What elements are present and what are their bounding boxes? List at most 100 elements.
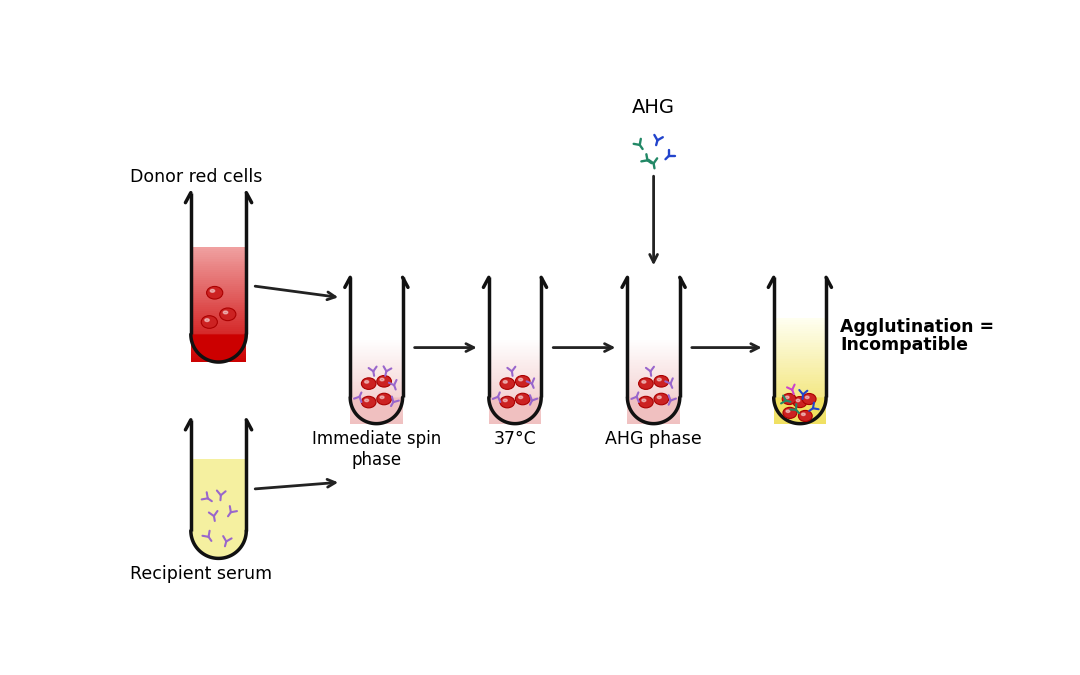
Ellipse shape — [796, 399, 800, 402]
Polygon shape — [191, 307, 246, 309]
Polygon shape — [627, 406, 679, 408]
Polygon shape — [773, 404, 826, 406]
Polygon shape — [489, 366, 541, 368]
Polygon shape — [350, 381, 403, 382]
Polygon shape — [627, 415, 679, 416]
Polygon shape — [489, 422, 541, 424]
Polygon shape — [350, 350, 403, 352]
Polygon shape — [191, 252, 246, 254]
Polygon shape — [191, 274, 246, 276]
Polygon shape — [773, 369, 826, 370]
Ellipse shape — [503, 381, 508, 383]
Polygon shape — [350, 375, 403, 376]
Polygon shape — [191, 341, 246, 342]
Polygon shape — [627, 348, 679, 349]
Polygon shape — [627, 352, 679, 353]
Polygon shape — [191, 360, 246, 362]
Polygon shape — [489, 415, 541, 416]
Polygon shape — [191, 194, 245, 247]
Polygon shape — [489, 398, 541, 399]
Polygon shape — [489, 418, 541, 419]
Polygon shape — [627, 387, 679, 389]
Polygon shape — [489, 401, 541, 402]
Ellipse shape — [365, 381, 368, 383]
Polygon shape — [191, 265, 246, 267]
Polygon shape — [489, 352, 541, 353]
Polygon shape — [191, 309, 246, 311]
Polygon shape — [350, 414, 403, 415]
Polygon shape — [627, 362, 679, 363]
Polygon shape — [773, 344, 826, 345]
Polygon shape — [350, 406, 403, 408]
Polygon shape — [773, 333, 826, 334]
Polygon shape — [350, 394, 403, 395]
Polygon shape — [627, 343, 679, 344]
Polygon shape — [191, 296, 246, 298]
Text: Donor red cells: Donor red cells — [130, 169, 262, 186]
Polygon shape — [350, 383, 403, 385]
Polygon shape — [350, 348, 403, 349]
Polygon shape — [489, 416, 541, 418]
Polygon shape — [489, 414, 541, 415]
Polygon shape — [191, 325, 246, 327]
Polygon shape — [350, 410, 403, 412]
Polygon shape — [350, 377, 403, 379]
Polygon shape — [489, 382, 541, 383]
Polygon shape — [191, 276, 246, 278]
Ellipse shape — [801, 413, 806, 416]
Polygon shape — [350, 339, 403, 340]
Ellipse shape — [518, 378, 523, 381]
Polygon shape — [489, 368, 541, 369]
Polygon shape — [350, 346, 403, 348]
Polygon shape — [350, 372, 403, 373]
Polygon shape — [350, 340, 403, 342]
Ellipse shape — [365, 399, 368, 402]
Polygon shape — [773, 394, 826, 395]
Polygon shape — [191, 251, 246, 252]
Ellipse shape — [518, 396, 523, 398]
Polygon shape — [773, 400, 826, 402]
Polygon shape — [627, 356, 679, 358]
Polygon shape — [627, 366, 679, 368]
Polygon shape — [489, 379, 541, 381]
Polygon shape — [627, 422, 679, 424]
Polygon shape — [191, 335, 246, 337]
Polygon shape — [773, 352, 826, 354]
Polygon shape — [191, 352, 246, 354]
Polygon shape — [350, 349, 403, 350]
Polygon shape — [489, 399, 541, 401]
Polygon shape — [191, 317, 246, 319]
Ellipse shape — [782, 394, 796, 404]
Polygon shape — [489, 405, 541, 406]
Polygon shape — [489, 343, 541, 344]
Polygon shape — [350, 352, 403, 353]
Polygon shape — [773, 361, 826, 363]
Polygon shape — [627, 410, 679, 412]
Polygon shape — [627, 405, 679, 406]
Polygon shape — [191, 319, 246, 321]
Polygon shape — [773, 397, 826, 399]
Polygon shape — [350, 389, 403, 391]
Polygon shape — [191, 305, 246, 307]
Polygon shape — [350, 354, 403, 356]
Polygon shape — [350, 363, 403, 365]
Polygon shape — [773, 386, 826, 388]
Polygon shape — [489, 363, 541, 365]
Polygon shape — [350, 366, 403, 368]
Polygon shape — [773, 416, 826, 418]
Ellipse shape — [201, 316, 217, 328]
Polygon shape — [489, 412, 541, 414]
Polygon shape — [489, 279, 540, 339]
Text: AHG: AHG — [632, 98, 675, 117]
Polygon shape — [627, 353, 679, 354]
Polygon shape — [191, 346, 246, 348]
Polygon shape — [350, 405, 403, 406]
Polygon shape — [489, 395, 541, 396]
Polygon shape — [627, 412, 679, 414]
Ellipse shape — [654, 394, 669, 405]
Polygon shape — [489, 362, 541, 363]
Polygon shape — [191, 263, 246, 265]
Ellipse shape — [224, 311, 228, 314]
Polygon shape — [350, 408, 403, 409]
Polygon shape — [627, 418, 679, 419]
